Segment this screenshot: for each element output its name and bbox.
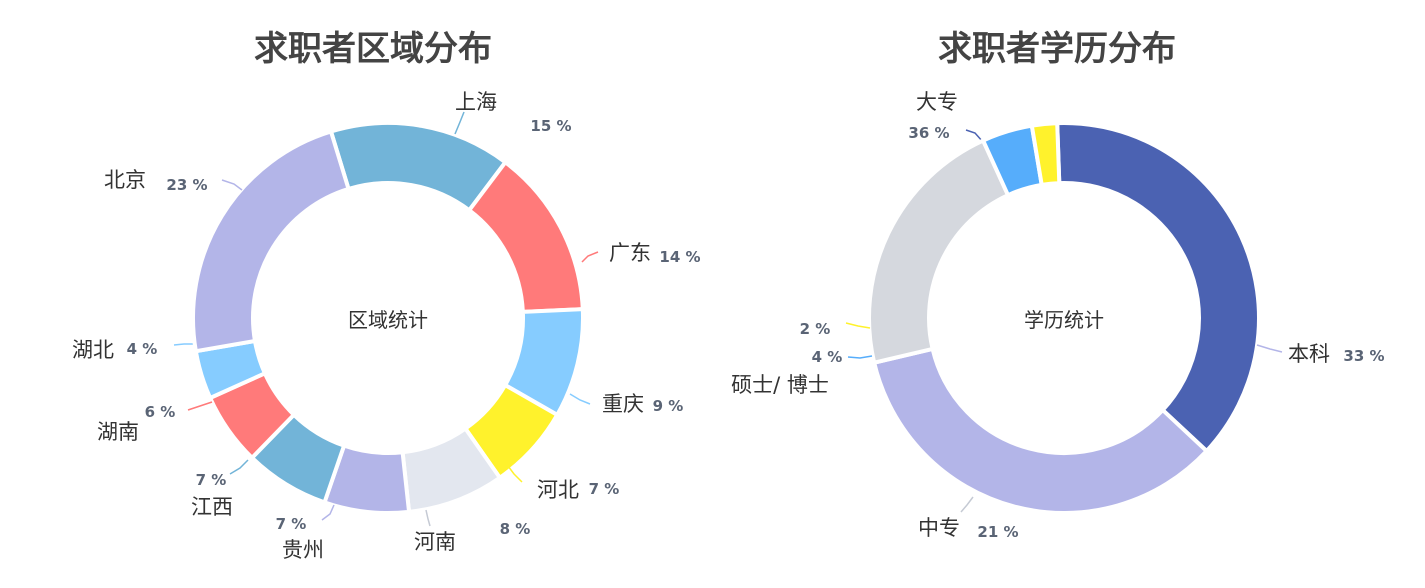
slice-中专[interactable]	[867, 137, 1011, 366]
slice-percent-label: 36 %	[908, 124, 949, 142]
leader-line-本科	[1256, 344, 1283, 353]
chart-1-title: 求职者区域分布	[254, 29, 492, 69]
slice-name-label: 重庆	[602, 392, 644, 416]
slice-percent-label: 4 %	[812, 348, 843, 366]
slice-name-label: 江西	[191, 495, 233, 519]
slice-percent-label: 21 %	[977, 523, 1018, 541]
leader-line-重庆	[569, 393, 591, 405]
slice-name-label: 河北	[537, 478, 579, 502]
slice-name-label: 大专	[916, 90, 958, 114]
leader-line-unlabeled	[845, 322, 871, 329]
leader-line-江西	[229, 459, 249, 475]
chart-2-title: 求职者学历分布	[938, 29, 1176, 69]
slice-percent-label: 15 %	[530, 117, 571, 135]
slice-广东[interactable]	[466, 159, 585, 314]
slice-name-label: 北京	[104, 168, 146, 192]
slice-percent-label: 7 %	[196, 471, 227, 489]
slice-北京[interactable]	[191, 129, 352, 354]
leader-line-河北	[507, 465, 523, 483]
leader-line-广东	[581, 251, 599, 263]
slice-name-label: 中专	[918, 516, 960, 540]
slice-name-label: 贵州	[282, 538, 324, 562]
slice-name-label: 湖南	[97, 420, 139, 444]
slice-本科[interactable]	[871, 346, 1210, 515]
slice-percent-label: 4 %	[127, 340, 158, 358]
leader-line-湖南	[187, 401, 213, 411]
slice-name-label: 湖北	[72, 338, 114, 362]
leader-line-贵州	[321, 504, 335, 521]
slice-percent-label: 8 %	[500, 520, 531, 538]
slice-name-label: 本科	[1288, 342, 1330, 366]
slice-name-label: 广东	[609, 241, 651, 265]
slice-name-label: 上海	[455, 90, 497, 114]
chart-2-center-label: 学历统计	[1024, 308, 1104, 332]
slice-name-label: 硕士/ 博士	[731, 373, 829, 397]
slice-percent-label: 9 %	[653, 397, 684, 415]
slice-percent-label: 23 %	[166, 176, 207, 194]
leader-line-中专	[960, 496, 974, 513]
slice-unlabeled[interactable]	[1029, 121, 1062, 188]
slice-percent-label: 7 %	[589, 480, 620, 498]
leader-line-北京	[221, 179, 243, 191]
leader-line-湖北	[173, 343, 196, 346]
leader-line-河南	[425, 509, 431, 527]
chart-1-center-label: 区域统计	[348, 308, 428, 332]
slice-percent-label: 7 %	[276, 515, 307, 533]
slice-name-label: 河南	[414, 530, 456, 554]
leader-line-硕士/ 博士	[847, 355, 873, 359]
leader-line-大专	[965, 129, 984, 143]
slice-大专[interactable]	[1055, 121, 1261, 454]
slice-percent-label: 2 %	[800, 320, 831, 338]
leader-line-上海	[454, 111, 465, 135]
slice-percent-label: 6 %	[145, 403, 176, 421]
slice-percent-label: 14 %	[659, 248, 700, 266]
slice-percent-label: 33 %	[1343, 347, 1384, 365]
